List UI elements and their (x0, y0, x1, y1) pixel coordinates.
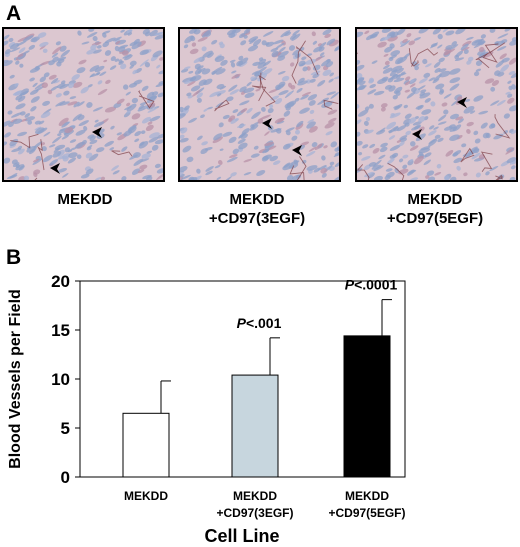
y-tick-label: 20 (51, 272, 70, 291)
caption-line2: +CD97(5EGF) (386, 210, 484, 227)
y-tick-label: 10 (51, 370, 70, 389)
bar (122, 412, 170, 478)
x-tick-label: MEKDD (345, 489, 389, 503)
x-axis-label: Cell Line (204, 526, 279, 546)
caption-mekdd-cd97-3egf: MEKDD +CD97(3EGF) (182, 190, 332, 228)
p-value-annotation: P<.0001 (345, 277, 398, 293)
x-tick-label: MEKDD (233, 489, 277, 503)
bar (231, 374, 279, 478)
caption-line1: MEKDD (57, 191, 113, 208)
micrograph-mekdd (2, 27, 165, 182)
micrograph-mekdd-cd97-3egf (178, 27, 341, 182)
x-tick-label: +CD97(5EGF) (328, 506, 405, 520)
y-tick-label: 5 (61, 419, 70, 438)
caption-line2: +CD97(3EGF) (208, 210, 306, 227)
y-tick-label: 15 (51, 321, 70, 340)
x-tick-label: MEKDD (124, 489, 168, 503)
caption-line1: MEKDD (407, 191, 463, 208)
bar-chart: 0 5 10 15 20 Blood Vessels per Field MEKDD P<.0… (7, 272, 406, 546)
y-axis-label: Blood Vessels per Field (7, 289, 24, 469)
caption-line1: MEKDD (229, 191, 285, 208)
panel-b-label: B (6, 246, 22, 269)
caption-mekdd-cd97-5egf: MEKDD +CD97(5EGF) (360, 190, 510, 228)
bar (343, 335, 391, 478)
p-value-annotation: P<.001 (237, 315, 282, 331)
y-tick-label: 0 (61, 468, 70, 487)
micrograph-mekdd-cd97-5egf (355, 27, 518, 182)
panel-a-label: A (6, 2, 22, 25)
caption-mekdd: MEKDD (20, 190, 150, 209)
x-tick-label: +CD97(3EGF) (216, 506, 293, 520)
